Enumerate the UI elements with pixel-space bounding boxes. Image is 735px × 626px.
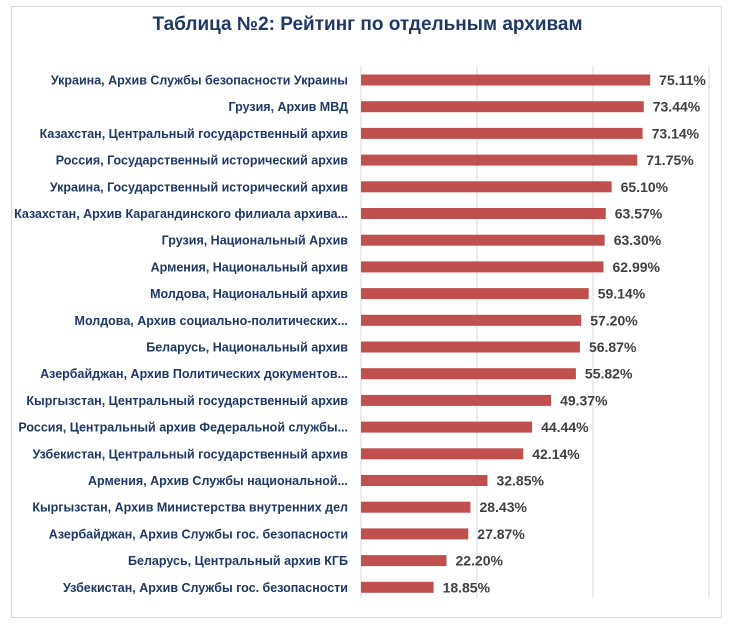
- bar: [361, 475, 488, 486]
- category-label: Кыргызстан, Архив Министерства внутренни…: [32, 501, 348, 515]
- value-label: 63.57%: [615, 206, 663, 222]
- category-label: Грузия, Национальный Архив: [162, 234, 349, 248]
- category-label: Беларусь, Национальный архив: [146, 341, 348, 355]
- bar: [361, 555, 447, 567]
- bar: [361, 288, 589, 300]
- category-label: Беларусь, Центральный архив КГБ: [128, 554, 348, 568]
- bar: [361, 154, 638, 166]
- gridlines: [360, 66, 710, 598]
- bar: [361, 181, 612, 193]
- value-label: 62.99%: [613, 259, 661, 275]
- bar: [361, 421, 533, 433]
- bar: [361, 101, 644, 113]
- category-label: Узбекистан, Архив Службы гос. безопаснос…: [63, 581, 348, 595]
- category-label: Казахстан, Центральный государственный а…: [40, 127, 349, 141]
- bar: [361, 314, 582, 326]
- category-label: Казахстан, Архив Карагандинского филиала…: [14, 207, 348, 221]
- value-label: 49.37%: [560, 392, 608, 408]
- category-label: Украина, Архив Службы безопасности Украи…: [51, 74, 348, 88]
- bar: [361, 208, 606, 219]
- value-label: 27.87%: [477, 526, 525, 542]
- value-label: 73.44%: [653, 99, 701, 115]
- value-label: 22.20%: [455, 553, 503, 569]
- bar: [361, 341, 580, 353]
- category-label: Армения, Архив Службы национальной...: [88, 474, 348, 488]
- category-labels: Украина, Архив Службы безопасности Украи…: [14, 74, 348, 595]
- value-label: 56.87%: [589, 339, 637, 355]
- value-label: 32.85%: [496, 473, 544, 489]
- bar: [361, 74, 651, 86]
- category-label: Узбекистан, Центральный государственный …: [32, 447, 348, 461]
- bar: [361, 394, 552, 406]
- value-label: 28.43%: [479, 499, 527, 515]
- bar: [361, 234, 605, 246]
- value-label: 42.14%: [532, 446, 580, 462]
- value-label: 55.82%: [585, 366, 633, 382]
- bars: [361, 74, 651, 593]
- bar: [361, 501, 471, 513]
- bar: [361, 581, 434, 593]
- category-label: Кыргызстан, Центральный государственный …: [26, 394, 348, 408]
- bar: [361, 261, 604, 273]
- value-label: 73.14%: [652, 125, 700, 141]
- category-label: Россия, Центральный архив Федеральной сл…: [18, 421, 348, 435]
- bar: [361, 528, 469, 540]
- value-label: 63.30%: [614, 232, 662, 248]
- value-label: 44.44%: [541, 419, 589, 435]
- category-label: Азербайджан, Архив Политических документ…: [40, 367, 348, 381]
- bar: [361, 368, 576, 380]
- category-label: Грузия, Архив МВД: [229, 100, 349, 114]
- value-label: 71.75%: [646, 152, 694, 168]
- category-label: Армения, Национальный архив: [151, 260, 349, 274]
- category-label: Украина, Государственный исторический ар…: [50, 180, 349, 194]
- category-label: Молдова, Национальный архив: [150, 287, 348, 301]
- value-label: 65.10%: [621, 179, 669, 195]
- value-label: 75.11%: [659, 72, 706, 88]
- chart-title: Таблица №2: Рейтинг по отдельным архивам: [152, 14, 583, 35]
- value-label: 57.20%: [590, 312, 638, 328]
- value-labels: 75.11% 73.44% 73.14% 71.75% 65.10% 63.57% 63.3…: [443, 72, 707, 595]
- bar: [361, 448, 524, 460]
- category-label: Россия, Государственный исторический арх…: [56, 154, 349, 168]
- value-label: 59.14%: [598, 286, 646, 302]
- category-label: Азербайджан, Архив Службы гос. безопасно…: [49, 527, 348, 541]
- value-label: 18.85%: [443, 579, 491, 595]
- category-label: Молдова, Архив социально-политических...: [75, 314, 348, 328]
- bar: [361, 127, 643, 139]
